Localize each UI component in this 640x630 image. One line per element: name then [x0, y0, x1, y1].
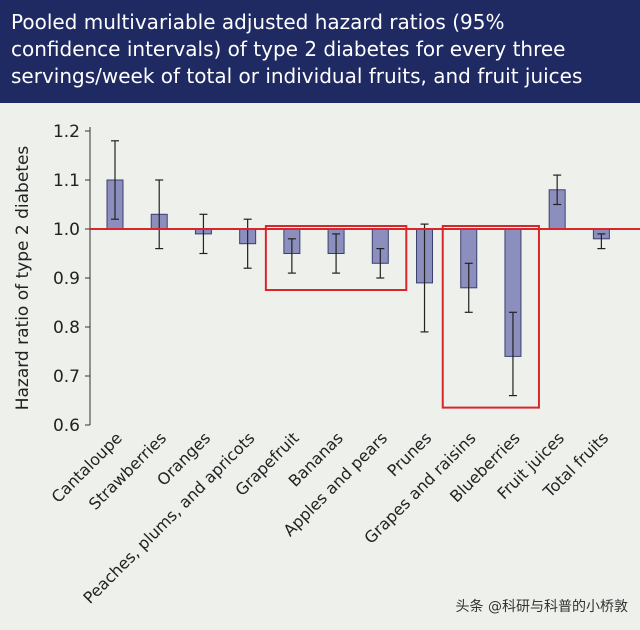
chart-area: Hazard ratio of type 2 diabetes 0.6 0.7 0.8…	[0, 103, 640, 630]
y-tick-label-0: 0.6	[53, 416, 80, 436]
chart-header: Pooled multivariable adjusted hazard rat…	[0, 0, 640, 103]
y-tick-label-6: 1.2	[53, 122, 80, 142]
highlight-box-0	[264, 225, 408, 291]
y-tick-label-3: 0.9	[53, 269, 80, 289]
highlight-box-1	[441, 225, 540, 409]
y-tick-label-1: 0.7	[53, 367, 80, 387]
y-tick-label-5: 1.1	[53, 171, 80, 191]
y-tick-label-4: 1.0	[53, 220, 80, 240]
y-axis-label: Hazard ratio of type 2 diabetes	[13, 146, 33, 411]
chart-title-line-3: servings/week of total or individual fru…	[11, 64, 583, 88]
y-tick-label-2: 0.8	[53, 318, 80, 338]
chart-title-line-2: confidence intervals) of type 2 diabetes…	[11, 37, 566, 61]
bar-chart: Hazard ratio of type 2 diabetes 0.6 0.7 0.8…	[13, 122, 640, 607]
watermark: 头条 @科研与科普的小桥敦	[455, 599, 628, 615]
chart-title-line-1: Pooled multivariable adjusted hazard rat…	[11, 10, 505, 34]
